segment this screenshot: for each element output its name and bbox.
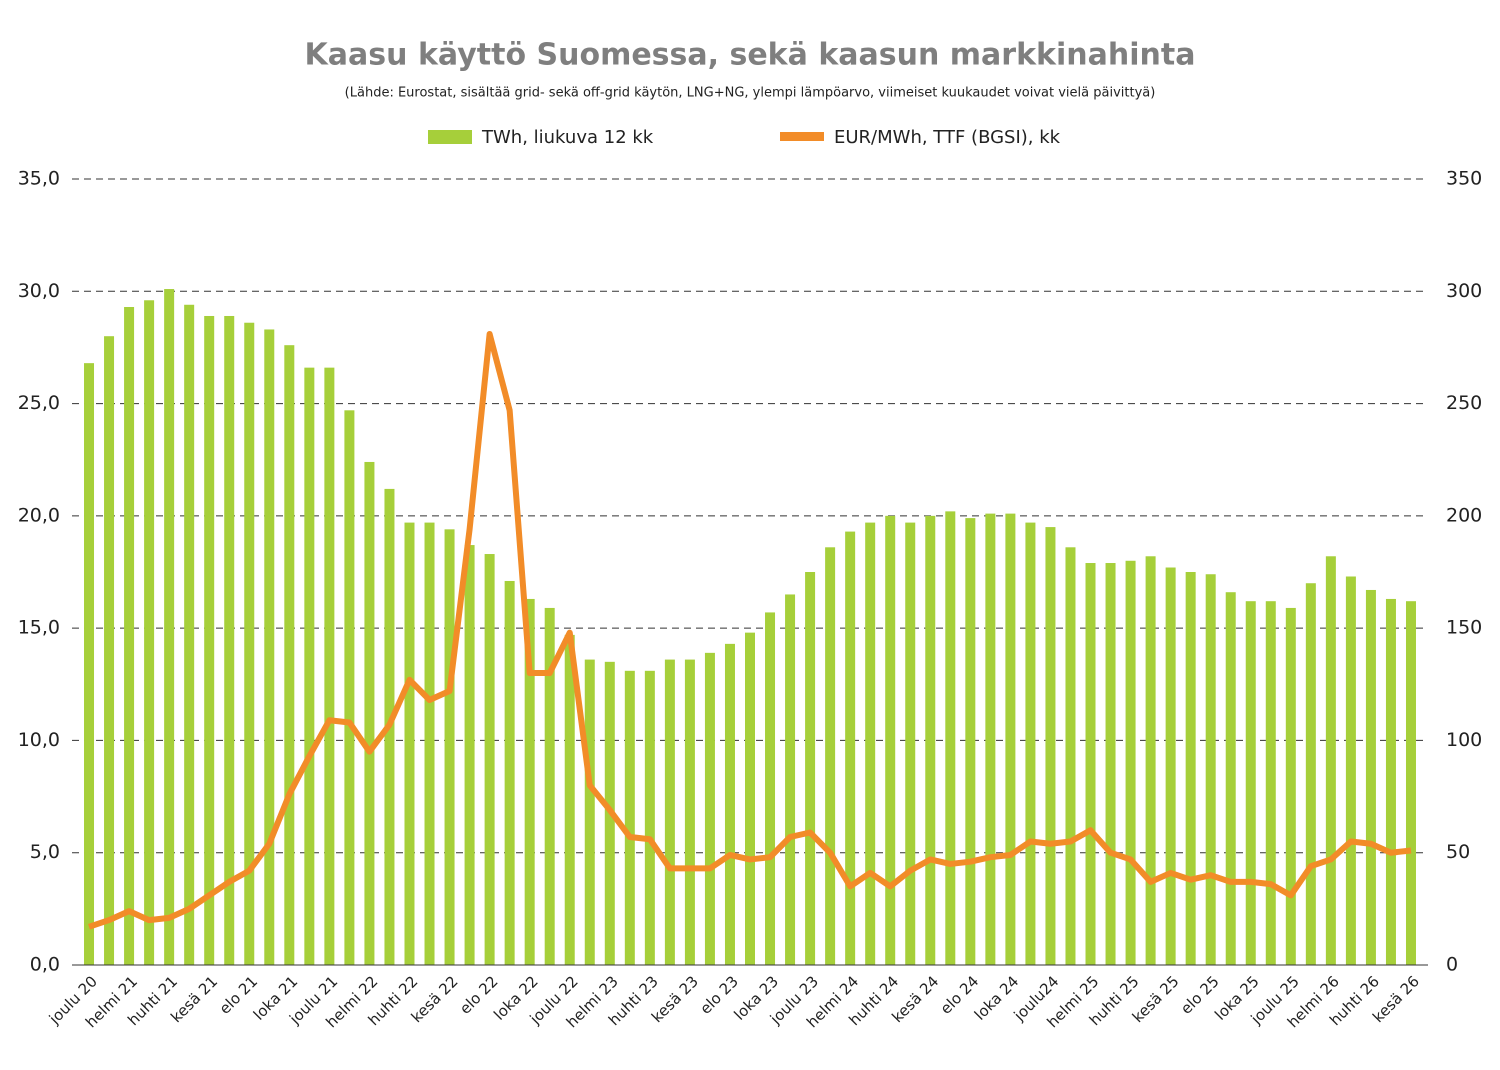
bar <box>925 515 936 965</box>
bar <box>224 315 235 965</box>
bar <box>1165 567 1176 965</box>
bar <box>144 300 155 966</box>
chart-title: Kaasu käyttö Suomessa, sekä kaasun markk… <box>305 38 1196 73</box>
bar <box>544 607 555 965</box>
bar <box>905 522 916 965</box>
bar <box>1385 598 1396 965</box>
legend-swatch <box>428 130 472 144</box>
bar <box>1225 592 1236 965</box>
y2-tick-label: 250 <box>1446 392 1482 414</box>
y-tick-label: 20,0 <box>18 504 60 526</box>
bar <box>104 336 115 965</box>
legend-swatch <box>780 132 824 141</box>
bar <box>504 580 515 965</box>
bar <box>344 410 355 965</box>
bar <box>1145 556 1156 965</box>
bar <box>1405 601 1416 965</box>
bar <box>1365 589 1376 965</box>
bar <box>164 289 175 965</box>
bar <box>865 522 876 965</box>
bar <box>704 652 715 965</box>
bar <box>1245 601 1256 965</box>
bar <box>985 513 996 965</box>
bar <box>304 367 315 965</box>
legend-label: TWh, liukuva 12 kk <box>481 127 654 148</box>
bar <box>684 659 695 965</box>
bar <box>1105 563 1116 965</box>
y-tick-label: 15,0 <box>18 617 60 639</box>
bar <box>765 612 776 965</box>
y-tick-label: 10,0 <box>18 729 60 751</box>
bar <box>1305 583 1316 965</box>
y2-tick-label: 50 <box>1446 841 1470 863</box>
bar <box>204 315 215 965</box>
bar <box>845 531 856 965</box>
bar <box>184 304 195 965</box>
y-tick-label: 30,0 <box>18 280 60 302</box>
y-tick-label: 25,0 <box>18 392 60 414</box>
bar <box>1325 556 1336 965</box>
y2-tick-label: 350 <box>1446 168 1482 190</box>
bar <box>84 363 95 965</box>
y2-tick-label: 200 <box>1446 504 1482 526</box>
chart-subtitle: (Lähde: Eurostat, sisältää grid- sekä of… <box>345 86 1156 101</box>
bar <box>1265 601 1276 965</box>
bar <box>284 345 295 965</box>
bar <box>584 659 595 965</box>
bar <box>124 307 135 965</box>
bar <box>444 529 455 965</box>
bar <box>664 659 675 965</box>
bar <box>624 670 635 965</box>
y-tick-label: 35,0 <box>18 168 60 190</box>
bar <box>404 522 415 965</box>
bar <box>364 461 375 965</box>
bar <box>945 511 956 965</box>
bar <box>1345 576 1356 965</box>
bar <box>244 322 255 965</box>
bar <box>1185 572 1196 965</box>
bar <box>524 598 535 965</box>
bar <box>965 518 976 965</box>
bar <box>324 367 335 965</box>
bar <box>1125 560 1136 965</box>
bar <box>564 634 575 965</box>
bar <box>1285 607 1296 965</box>
y-tick-label: 5,0 <box>30 841 60 863</box>
y2-tick-label: 300 <box>1446 280 1482 302</box>
bar <box>424 522 435 965</box>
bar <box>1065 547 1076 965</box>
bar <box>1005 513 1016 965</box>
line <box>88 330 1412 930</box>
bar <box>885 515 896 965</box>
bar <box>724 643 735 965</box>
legend-label: EUR/MWh, TTF (BGSI), kk <box>834 127 1061 148</box>
bar <box>825 547 836 965</box>
bar <box>1085 563 1096 965</box>
bar <box>484 554 495 965</box>
y2-tick-label: 0 <box>1446 954 1458 976</box>
bar <box>464 545 475 965</box>
y2-tick-label: 150 <box>1446 617 1482 639</box>
bar <box>745 632 755 965</box>
bar <box>644 670 655 965</box>
bar <box>1205 574 1216 965</box>
bar <box>785 594 796 965</box>
bar <box>805 572 816 965</box>
y2-tick-label: 100 <box>1446 729 1482 751</box>
bar <box>264 329 275 965</box>
bar <box>1045 527 1056 965</box>
y-tick-label: 0,0 <box>30 954 60 976</box>
bar <box>1025 522 1036 965</box>
